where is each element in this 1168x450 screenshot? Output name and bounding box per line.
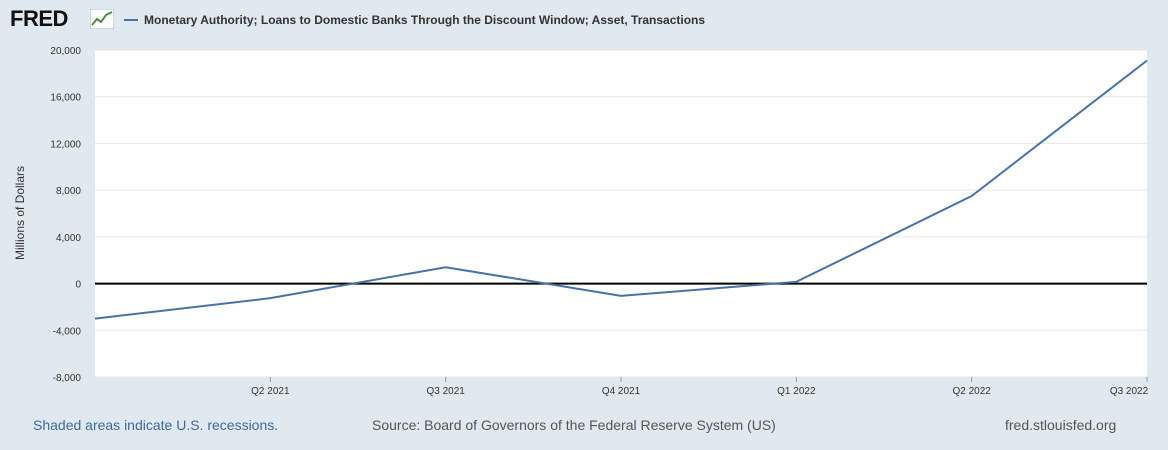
- chart-legend[interactable]: Monetary Authority; Loans to Domestic Ba…: [124, 12, 705, 28]
- fred-logo[interactable]: FRED: [10, 6, 68, 31]
- line-chart-icon: [90, 9, 114, 29]
- y-tick-label: 8,000: [56, 186, 81, 197]
- y-tick-label: 0: [75, 280, 81, 291]
- y-tick-label: 16,000: [50, 93, 81, 104]
- line-chart[interactable]: -8,000 -4,000 0 4,000 8,000 12,000 16,000 20,00…: [0, 40, 1168, 410]
- plot-area: [95, 50, 1147, 377]
- y-tick-label: 20,000: [50, 46, 81, 57]
- y-tick-label: 4,000: [56, 233, 81, 244]
- source-note: Source: Board of Governors of the Federa…: [372, 417, 776, 433]
- x-tick-label: Q4 2021: [602, 386, 641, 397]
- x-tick-label: Q3 2021: [426, 386, 465, 397]
- y-tick-label: -4,000: [53, 326, 82, 337]
- y-tick-label: 12,000: [50, 139, 81, 150]
- chart-footer: Shaded areas indicate U.S. recessions. S…: [0, 416, 1168, 436]
- series-line[interactable]: [94, 59, 1148, 320]
- chart-header: FRED Monetary Authority; Loans to Domest…: [0, 0, 1168, 40]
- x-tick-label: Q1 2022: [777, 386, 816, 397]
- recession-note: Shaded areas indicate U.S. recessions.: [33, 417, 279, 433]
- y-axis: -8,000 -4,000 0 4,000 8,000 12,000 16,000 20,00…: [50, 46, 81, 384]
- legend-label: Monetary Authority; Loans to Domestic Ba…: [144, 13, 706, 27]
- y-tick-label: -8,000: [53, 373, 82, 384]
- x-tick-label: Q3 2022: [1110, 386, 1149, 397]
- site-link[interactable]: fred.stlouisfed.org: [1005, 417, 1117, 433]
- x-tick-label: Q2 2022: [952, 386, 991, 397]
- x-axis: Q2 2021 Q3 2021 Q4 2021 Q1 2022 Q2 2022 Q3 20…: [251, 377, 1149, 397]
- x-tick-label: Q2 2021: [251, 386, 290, 397]
- legend-swatch: [124, 19, 138, 21]
- y-axis-label: Millions of Dollars: [13, 166, 27, 260]
